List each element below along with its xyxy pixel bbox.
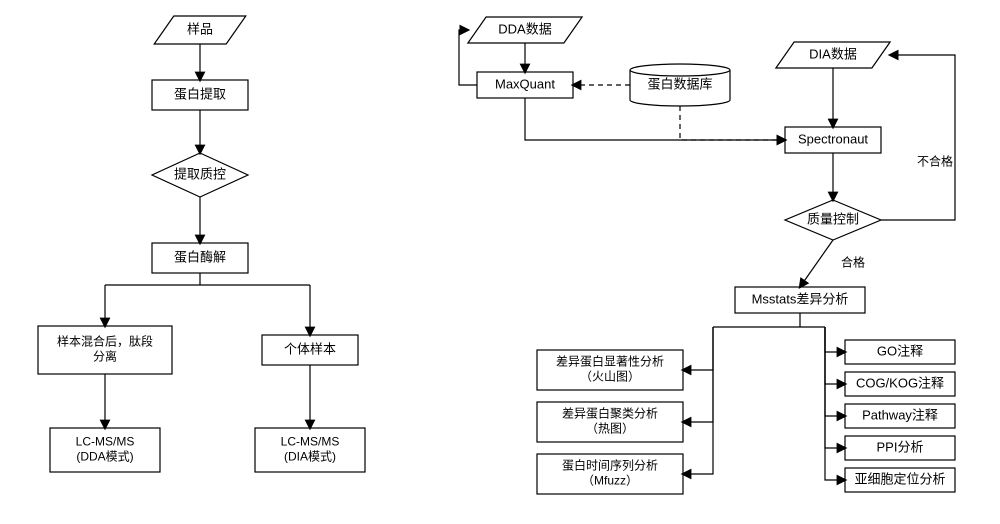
svg-text:Msstats差异分析: Msstats差异分析 [752, 291, 849, 306]
svg-text:(DIA模式): (DIA模式) [284, 450, 336, 464]
svg-text:蛋白酶解: 蛋白酶解 [174, 249, 226, 264]
svg-text:亚细胞定位分析: 亚细胞定位分析 [854, 471, 945, 486]
svg-text:差异蛋白显著性分析: 差异蛋白显著性分析 [556, 354, 664, 369]
svg-text:(DDA模式): (DDA模式) [76, 450, 133, 464]
svg-text:质量控制: 质量控制 [807, 211, 859, 226]
svg-text:MaxQuant: MaxQuant [495, 76, 555, 91]
e-qc-fail [881, 55, 955, 220]
svg-text:GO注释: GO注释 [877, 343, 923, 358]
svg-text:（Mfuzz）: （Mfuzz） [582, 474, 638, 488]
e-msstats-ro-4 [825, 327, 845, 480]
svg-text:蛋白数据库: 蛋白数据库 [647, 76, 712, 91]
svg-text:合格: 合格 [841, 255, 865, 270]
svg-text:（火山图）: （火山图） [580, 370, 640, 384]
svg-text:LC-MS/MS: LC-MS/MS [281, 435, 340, 449]
e-msstats-ro-1 [825, 327, 845, 384]
svg-text:不合格: 不合格 [917, 154, 953, 169]
svg-text:蛋白提取: 蛋白提取 [174, 86, 226, 101]
e-qc-msstats [800, 240, 833, 287]
svg-text:分离: 分离 [93, 349, 117, 364]
e-msstats-lo-0 [683, 327, 713, 370]
svg-text:差异蛋白聚类分析: 差异蛋白聚类分析 [562, 406, 658, 421]
svg-text:DDA数据: DDA数据 [498, 21, 551, 36]
svg-text:COG/KOG注释: COG/KOG注释 [856, 375, 944, 390]
e-msstats-ro-3 [825, 327, 845, 448]
svg-text:样品: 样品 [187, 21, 213, 36]
svg-text:Pathway注释: Pathway注释 [862, 407, 938, 422]
svg-text:PPI分析: PPI分析 [877, 439, 924, 454]
e-msstats-ro-0 [825, 327, 845, 352]
svg-text:样本混合后，肽段: 样本混合后，肽段 [57, 334, 153, 349]
e-msstats-lo-1 [683, 327, 713, 422]
svg-text:蛋白时间序列分析: 蛋白时间序列分析 [562, 458, 658, 473]
svg-text:LC-MS/MS: LC-MS/MS [76, 435, 135, 449]
svg-text:个体样本: 个体样本 [284, 341, 336, 356]
svg-text:DIA数据: DIA数据 [809, 46, 857, 61]
svg-text:提取质控: 提取质控 [174, 166, 226, 181]
e-msstats-ro-2 [825, 327, 845, 416]
e-db-spec [680, 106, 785, 140]
e-msstats-lo-2 [683, 327, 713, 474]
svg-text:Spectronaut: Spectronaut [798, 131, 868, 146]
svg-text:（热图）: （热图） [586, 422, 634, 436]
